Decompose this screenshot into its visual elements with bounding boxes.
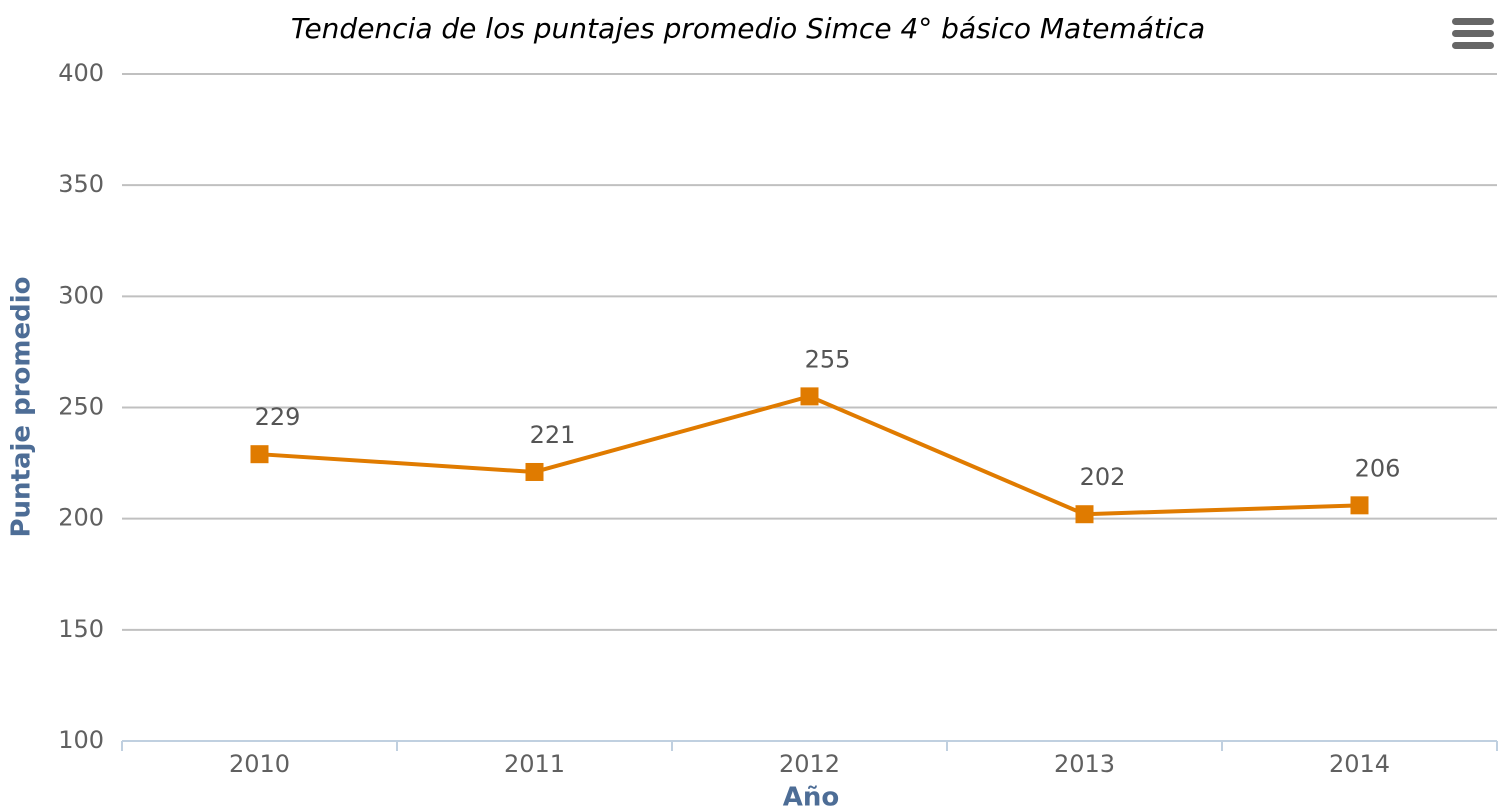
y-tick-label: 400 (58, 59, 104, 87)
x-tick-label: 2014 (1329, 750, 1390, 778)
y-tick-label: 300 (58, 281, 104, 309)
chart-title: Tendencia de los puntajes promedio Simce… (291, 12, 1205, 45)
x-tick-label: 2012 (779, 750, 840, 778)
menu-bar[interactable] (1452, 30, 1494, 37)
data-label: 202 (1080, 463, 1126, 491)
data-label: 206 (1355, 454, 1401, 482)
menu-bar[interactable] (1452, 42, 1494, 49)
x-axis-title: Año (783, 783, 840, 811)
y-tick-label: 150 (58, 615, 104, 643)
y-tick-label: 350 (58, 170, 104, 198)
point (800, 387, 819, 406)
y-tick-label: 200 (58, 504, 104, 532)
menu-bar[interactable] (1452, 18, 1494, 25)
series-line (259, 394, 1360, 517)
data-label: 221 (530, 421, 576, 449)
point (1350, 496, 1369, 515)
y-axis-title: Puntaje promedio (7, 276, 37, 537)
y-tick-label: 100 (58, 726, 104, 754)
x-tick-label: 2011 (504, 750, 565, 778)
menu-icon[interactable] (1452, 18, 1494, 49)
data-label: 229 (255, 403, 301, 431)
point (250, 445, 269, 464)
x-tick-label: 2010 (229, 750, 290, 778)
y-tick-label: 250 (58, 393, 104, 421)
data-label: 255 (805, 345, 851, 373)
point (525, 462, 544, 481)
point (1075, 505, 1094, 524)
x-tick-label: 2013 (1054, 750, 1115, 778)
